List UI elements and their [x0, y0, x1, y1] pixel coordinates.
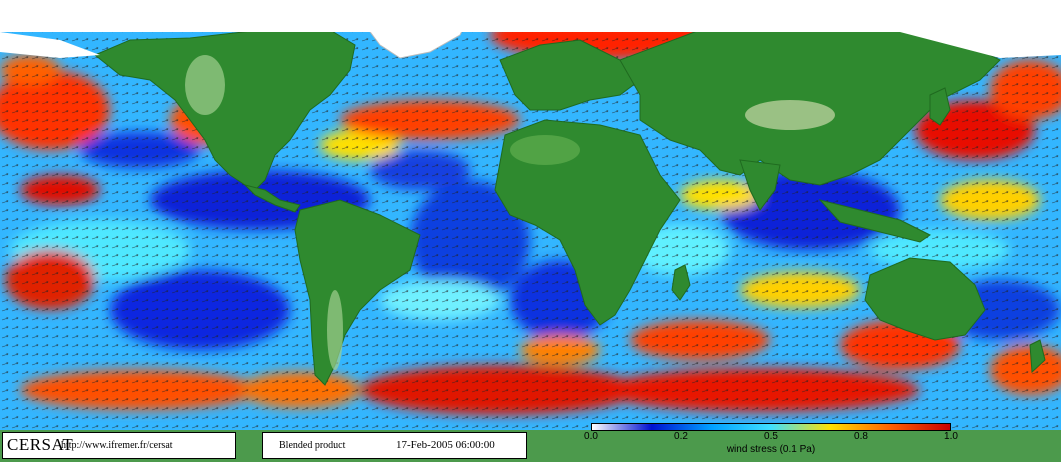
cersat-logo: CERSAT	[7, 435, 74, 454]
indonesia	[818, 199, 931, 243]
madagascar	[671, 264, 691, 301]
colorbar-tick: 0.5	[764, 431, 778, 442]
new-zealand	[1029, 339, 1046, 374]
cersat-url-link[interactable]: http://www.ifremer.fr/cersat	[61, 440, 173, 451]
product-name: Blended product	[279, 440, 346, 451]
central-america	[243, 184, 301, 213]
product-date: 17-Feb-2005 06:00:00	[396, 439, 495, 451]
credit-box: CERSAT http://www.ifremer.fr/cersat	[2, 432, 236, 459]
europe	[499, 39, 641, 111]
australia	[864, 257, 986, 341]
africa	[494, 119, 681, 326]
india	[739, 159, 781, 211]
colorbar-tick: 1.0	[944, 431, 958, 442]
colorbar-legend: 0.0 0.2 0.5 0.8 1.0 wind stress (0.1 Pa)	[584, 423, 958, 461]
japan	[929, 87, 951, 126]
colorbar-tick: 0.2	[674, 431, 688, 442]
product-box: Blended product 17-Feb-2005 06:00:00	[262, 432, 527, 459]
colorbar-tick: 0.0	[584, 431, 598, 442]
colorbar-tick: 0.8	[854, 431, 868, 442]
colorbar-gradient	[591, 423, 951, 431]
arctic-regions	[0, 0, 1061, 58]
terrain-highlights	[185, 55, 835, 370]
colorbar-label: wind stress (0.1 Pa)	[726, 444, 816, 455]
